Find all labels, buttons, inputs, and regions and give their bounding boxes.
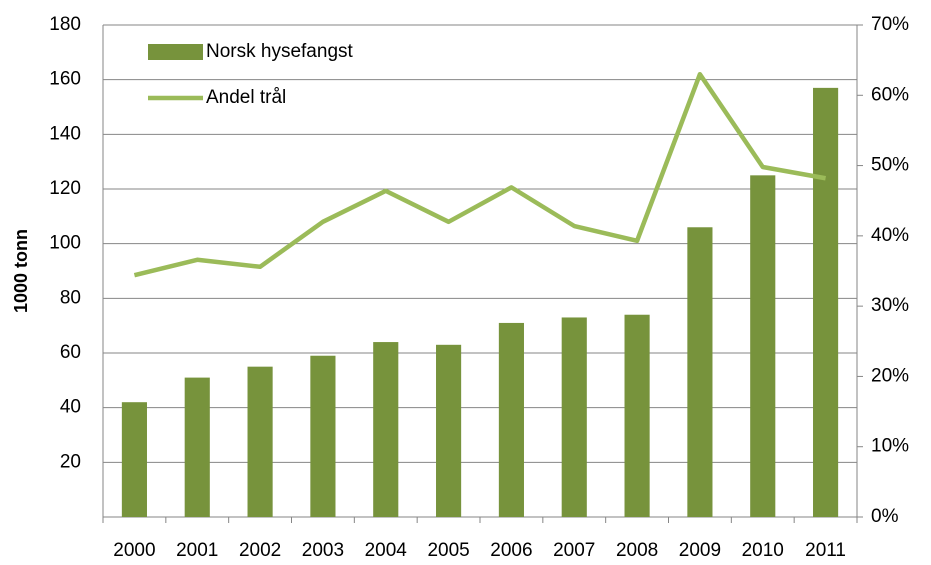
y2-tick-label: 60% — [871, 84, 909, 105]
y2-tick-label: 70% — [871, 14, 909, 35]
bar — [373, 342, 399, 517]
bar — [184, 377, 210, 517]
x-tick-label: 2009 — [679, 540, 721, 560]
y2-tick-label: 20% — [871, 365, 909, 386]
y-axis-label: 1000 tonn — [11, 229, 31, 313]
x-tick-label: 2000 — [113, 540, 155, 560]
y-tick-label: 180 — [49, 14, 81, 35]
y-tick-label: 40 — [60, 397, 81, 418]
y2-tick-label: 40% — [871, 225, 909, 246]
y2-tick-label: 10% — [871, 436, 909, 457]
legend-label: Norsk hysefangst — [206, 41, 354, 62]
y-tick-label: 120 — [49, 178, 81, 199]
x-tick-label: 2010 — [742, 540, 784, 560]
x-tick-label: 2011 — [805, 540, 846, 560]
x-tick-label: 2003 — [302, 540, 344, 560]
x-tick-label: 2005 — [427, 540, 469, 560]
bar — [436, 344, 462, 517]
line — [133, 71, 826, 278]
y-tick-label: 20 — [60, 451, 81, 472]
bar — [624, 314, 650, 517]
y-tick-label: 80 — [60, 287, 81, 308]
x-tick-label: 2004 — [365, 540, 408, 560]
y-tick-label: 100 — [49, 233, 81, 254]
x-tick-label: 2006 — [490, 540, 532, 560]
bar — [310, 355, 336, 517]
y2-tick-label: 50% — [871, 155, 909, 176]
y-tick-label: 160 — [49, 69, 81, 90]
bar — [750, 175, 776, 518]
x-tick-label: 2002 — [239, 540, 281, 560]
bar — [561, 317, 587, 517]
y2-tick-label: 30% — [871, 295, 909, 316]
x-tick-label: 2008 — [616, 540, 658, 560]
bar — [121, 402, 147, 517]
legend-swatch — [148, 44, 203, 60]
bar — [498, 322, 524, 517]
legend-label: Andel trål — [206, 87, 286, 108]
y-tick-label: 60 — [60, 342, 81, 363]
x-tick-label: 2007 — [553, 540, 595, 560]
y2-tick-label: 0% — [871, 506, 899, 527]
y-tick-label: 140 — [49, 123, 81, 144]
bar — [247, 366, 273, 517]
bar — [687, 227, 713, 517]
bar — [813, 87, 839, 517]
x-tick-label: 2001 — [176, 540, 218, 560]
